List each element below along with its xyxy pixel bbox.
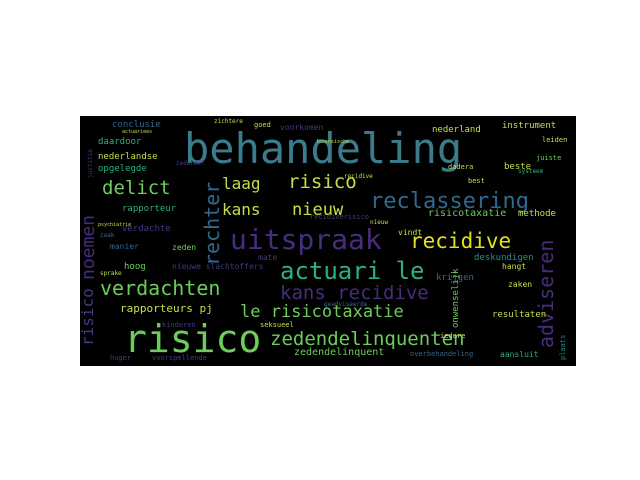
word: risicotaxatie <box>428 208 507 219</box>
word: laag <box>222 174 261 193</box>
word: forensische <box>316 139 350 145</box>
word: zedendelinquent <box>294 347 385 358</box>
word: kans <box>222 200 261 219</box>
word: deskundigen <box>474 253 534 263</box>
word: recidiverisico <box>310 213 370 221</box>
word: verdachte <box>122 224 171 234</box>
word: instrument <box>502 121 557 131</box>
word: voorspellende <box>152 354 207 362</box>
word: voorkomen <box>280 123 324 132</box>
word: nieuwe slachtoffers <box>172 262 264 271</box>
word: aansluit <box>500 350 539 359</box>
word: kinderen <box>162 321 196 329</box>
word: leiden <box>542 136 568 144</box>
word: opgelegde <box>98 164 147 174</box>
word: dadera <box>448 163 474 171</box>
word: justitie <box>87 149 94 178</box>
word: zeden <box>172 243 197 252</box>
word: hoger <box>110 354 132 362</box>
word: recidive <box>344 173 373 180</box>
word-cloud: behandeling risico uitspraak actuari le … <box>80 116 576 366</box>
word: daardoor <box>98 137 142 147</box>
word: plaats <box>559 334 567 360</box>
word: zaak <box>100 232 115 239</box>
word: sprake <box>100 270 122 277</box>
word: rechter <box>200 181 224 266</box>
word: uitspraak <box>230 223 382 256</box>
word: kans recidive <box>280 282 429 304</box>
word: resultaten <box>492 310 547 320</box>
word: le risicotaxatie <box>240 302 404 322</box>
word: nieuw <box>292 200 344 220</box>
word: onwenselijk <box>451 268 461 328</box>
word: nederland <box>432 125 481 135</box>
word: zedendelinquenten <box>270 328 465 350</box>
word: hoog <box>124 262 146 272</box>
word: overbehandeling <box>410 350 474 358</box>
word: seksueel <box>260 321 294 329</box>
word: hangt <box>502 262 527 271</box>
word: vindt <box>398 228 423 237</box>
word: goed <box>254 121 271 129</box>
word: actuariees <box>122 129 153 135</box>
word: reclassering <box>370 189 529 214</box>
word: risico <box>124 317 262 361</box>
word: actuari le <box>280 257 425 285</box>
word: risico <box>80 288 97 346</box>
word: conclusie <box>112 120 161 130</box>
word: mate <box>258 253 278 262</box>
word: beste <box>504 162 532 172</box>
word: noemen <box>80 214 99 280</box>
word: systeem <box>518 168 544 175</box>
word: zedendel <box>176 160 205 167</box>
word: best <box>468 177 485 185</box>
word: rapporteurs pj <box>120 302 213 315</box>
word: verdachten <box>100 276 221 300</box>
word: methode <box>518 209 556 219</box>
word: psychiatrie <box>98 222 132 228</box>
word: geadviseerde <box>324 301 368 308</box>
word: behandeling <box>184 124 463 173</box>
word: manier <box>110 242 139 251</box>
word: zaken <box>508 280 533 289</box>
word: iedere <box>440 332 466 340</box>
word: juiste <box>536 154 562 162</box>
word: krijgen <box>436 273 474 283</box>
word: nederlandse <box>98 152 158 162</box>
word: nieuw <box>370 219 389 226</box>
word: delict <box>102 177 171 199</box>
word: recidive <box>410 229 512 253</box>
word: rapporteur <box>122 204 177 214</box>
word: risico <box>288 171 357 193</box>
word: zichtere <box>214 118 243 125</box>
word: adviseren <box>534 239 558 348</box>
